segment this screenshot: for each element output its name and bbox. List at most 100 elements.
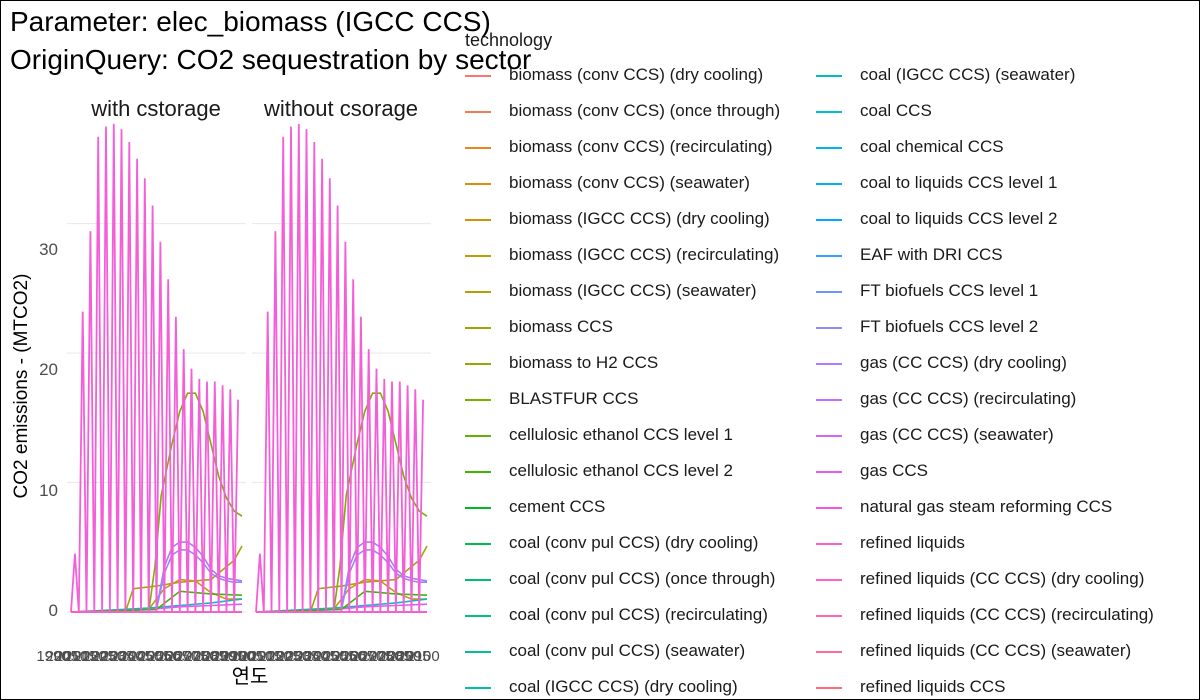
legend-swatch bbox=[465, 291, 491, 293]
x-tick-label: 2070 bbox=[166, 648, 199, 665]
x-tick-label: 2085 bbox=[194, 648, 227, 665]
legend-label: coal (conv pul CCS) (dry cooling) bbox=[509, 533, 759, 552]
legend-swatch bbox=[816, 651, 842, 653]
legend-swatch bbox=[816, 111, 842, 113]
legend-label: coal CCS bbox=[860, 101, 932, 120]
x-tick-label: 2020 bbox=[258, 648, 291, 665]
legend-label: biomass (IGCC CCS) (recirculating) bbox=[509, 245, 780, 264]
x-tick-label: 2050 bbox=[314, 648, 347, 665]
legend-label: refined liquids (CC CCS) (recirculating) bbox=[860, 605, 1154, 624]
chart-title-query: OriginQuery: CO2 sequestration by sector bbox=[10, 44, 532, 75]
legend-label: biomass (IGCC CCS) (dry cooling) bbox=[509, 209, 770, 228]
y-tick-label-30: 30 bbox=[39, 240, 58, 259]
x-tick-label: 2080 bbox=[184, 648, 217, 665]
legend-swatch bbox=[816, 507, 842, 509]
legend-swatch bbox=[816, 435, 842, 437]
y-tick-label-0: 0 bbox=[48, 601, 58, 620]
legend-swatch bbox=[465, 327, 491, 329]
series-line-1 bbox=[256, 545, 428, 613]
legend-swatch bbox=[465, 147, 491, 149]
legend-swatch bbox=[816, 147, 842, 149]
x-tick-label: 2075 bbox=[175, 648, 208, 665]
x-tick-label: 2095 bbox=[397, 648, 430, 665]
legend-swatch bbox=[465, 471, 491, 473]
x-tick-label: 2010 bbox=[55, 648, 88, 665]
legend-label: cement CCS bbox=[509, 497, 606, 516]
legend-label: gas CCS bbox=[860, 461, 929, 480]
legend-swatch bbox=[816, 543, 842, 545]
legend-label: refined liquids (CC CCS) (seawater) bbox=[860, 641, 1132, 660]
legend-swatch bbox=[465, 579, 491, 581]
legend-swatch bbox=[465, 399, 491, 401]
legend-label: biomass (conv CCS) (once through) bbox=[509, 101, 781, 120]
legend-swatch bbox=[816, 615, 842, 617]
legend-label: biomass (IGCC CCS) (seawater) bbox=[509, 281, 757, 300]
x-tick-label: 2040 bbox=[110, 648, 143, 665]
x-tick-label: 2040 bbox=[295, 648, 328, 665]
legend-swatch bbox=[465, 255, 491, 257]
legend-swatch bbox=[465, 363, 491, 365]
x-tick-label: 2070 bbox=[351, 648, 384, 665]
legend-label: cellulosic ethanol CCS level 1 bbox=[509, 425, 733, 444]
legend-label: gas (CC CCS) (recirculating) bbox=[860, 389, 1077, 408]
legend-label: refined liquids bbox=[860, 533, 965, 552]
x-tick-label: 2045 bbox=[120, 648, 153, 665]
x-tick-label: 2090 bbox=[388, 648, 421, 665]
y-axis-label: CO2 emissions - (MTCO2) bbox=[11, 273, 32, 499]
legend-swatch bbox=[816, 471, 842, 473]
x-tick-label: 2075 bbox=[360, 648, 393, 665]
x-tick-label: 2045 bbox=[305, 648, 338, 665]
legend-swatch bbox=[465, 435, 491, 437]
x-tick-label: 2095 bbox=[212, 648, 245, 665]
x-tick-label: 2025 bbox=[83, 648, 116, 665]
x-tick-label: 2080 bbox=[369, 648, 402, 665]
legend-label: cellulosic ethanol CCS level 2 bbox=[509, 461, 733, 480]
legend-label: biomass (conv CCS) (dry cooling) bbox=[509, 65, 764, 84]
facet-label-without-csorage: without csorage bbox=[263, 96, 419, 121]
legend-label: FT biofuels CCS level 2 bbox=[860, 317, 1039, 336]
x-tick-label: 2100 bbox=[406, 648, 439, 665]
legend-swatch bbox=[816, 291, 842, 293]
series-line-zigzag bbox=[255, 123, 424, 613]
facet-label-with-cstorage: with cstorage bbox=[91, 96, 221, 121]
x-tick-label: 2035 bbox=[101, 648, 134, 665]
legend-label: FT biofuels CCS level 1 bbox=[860, 281, 1039, 300]
x-tick-label: 2015 bbox=[64, 648, 97, 665]
legend-swatch bbox=[465, 651, 491, 653]
series-line-1 bbox=[71, 545, 243, 613]
legend-swatch bbox=[816, 219, 842, 221]
x-tick-label: 2005 bbox=[231, 648, 264, 665]
legend-label: gas (CC CCS) (seawater) bbox=[860, 425, 1054, 444]
legend-swatch bbox=[465, 75, 491, 77]
legend-label: coal (conv pul CCS) (seawater) bbox=[509, 641, 746, 660]
legend-swatch bbox=[816, 579, 842, 581]
series-line-zigzag bbox=[70, 123, 239, 613]
legend-swatch bbox=[816, 687, 842, 689]
legend-label: biomass to H2 CCS bbox=[509, 353, 659, 372]
y-tick-label-20: 20 bbox=[39, 360, 58, 379]
legend-swatch bbox=[465, 507, 491, 509]
legend-label: coal to liquids CCS level 1 bbox=[860, 173, 1058, 192]
x-tick-label: 2055 bbox=[138, 648, 171, 665]
x-tick-label: 2050 bbox=[129, 648, 162, 665]
legend-swatch bbox=[816, 363, 842, 365]
x-tick-label: 2085 bbox=[379, 648, 412, 665]
legend-title: technology bbox=[465, 30, 553, 50]
legend-label: coal (conv pul CCS) (recirculating) bbox=[509, 605, 768, 624]
legend-swatch bbox=[816, 399, 842, 401]
x-tick-label: 2055 bbox=[323, 648, 356, 665]
legend-swatch bbox=[816, 327, 842, 329]
x-tick-label: 2015 bbox=[249, 648, 282, 665]
legend-label: EAF with DRI CCS bbox=[860, 245, 1003, 264]
x-tick-label: 2090 bbox=[203, 648, 236, 665]
legend-label: biomass CCS bbox=[509, 317, 613, 336]
legend-label: gas (CC CCS) (dry cooling) bbox=[860, 353, 1067, 372]
x-tick-label: 2025 bbox=[268, 648, 301, 665]
legend-label: coal to liquids CCS level 2 bbox=[860, 209, 1058, 228]
x-tick-label: 1990 bbox=[36, 648, 69, 665]
legend-swatch bbox=[465, 615, 491, 617]
x-tick-label: 2100 bbox=[221, 648, 254, 665]
legend-swatch bbox=[465, 687, 491, 689]
